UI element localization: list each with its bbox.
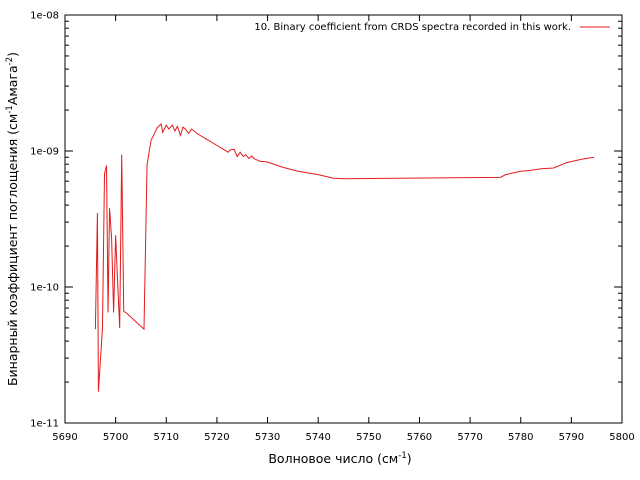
- legend-label: 10. Binary coefficient from CRDS spectra…: [254, 22, 571, 33]
- x-tick-label: 5730: [255, 432, 280, 443]
- x-tick-label: 5720: [204, 432, 229, 443]
- x-tick-label: 5790: [559, 432, 584, 443]
- legend: 10. Binary coefficient from CRDS spectra…: [254, 22, 610, 33]
- series-layer: [94, 122, 595, 392]
- x-tick-label: 5800: [609, 432, 634, 443]
- x-tick-label: 5700: [103, 432, 128, 443]
- ticks-layer: 5690 5700 5710 5720 5730 5740 5750 5760 5770 5780…: [30, 11, 635, 444]
- y-tick-label: 1e-09: [30, 147, 59, 158]
- x-tick-label: 5690: [52, 432, 77, 443]
- y-tick-label: 1e-10: [30, 283, 59, 294]
- y-tick-label: 1e-11: [30, 419, 59, 430]
- y-tick-label: 1e-08: [30, 11, 59, 22]
- x-tick-label: 5770: [457, 432, 482, 443]
- x-tick-label: 5710: [154, 432, 179, 443]
- x-tick-label: 5740: [305, 432, 330, 443]
- x-axis-title: Волновое число (см-1): [268, 451, 411, 466]
- x-tick-label: 5760: [407, 432, 432, 443]
- y-axis-title: Бинарный коэффициент поглощения (см-1Ама…: [5, 52, 20, 386]
- x-tick-label: 5780: [508, 432, 533, 443]
- plot-frame: [64, 14, 623, 424]
- series-line-0: [94, 122, 595, 392]
- x-tick-label: 5750: [356, 432, 381, 443]
